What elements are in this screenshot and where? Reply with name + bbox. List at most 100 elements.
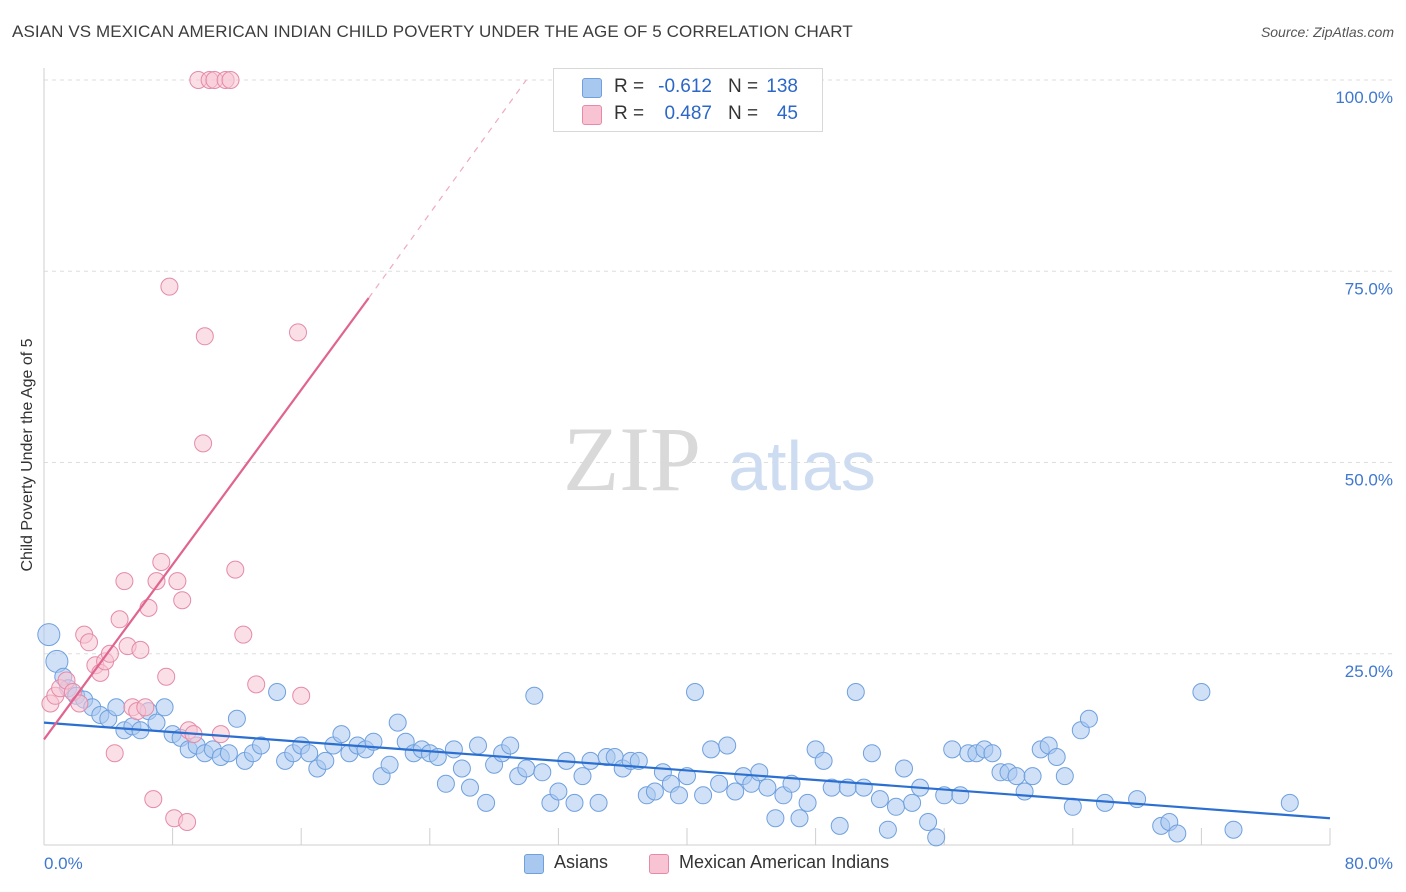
y-axis-title: Child Poverty Under the Age of 5 [19, 338, 36, 572]
asian-point [903, 793, 922, 812]
legend-n-label: N = [728, 76, 759, 97]
asian-point [862, 744, 881, 763]
asian-point [501, 736, 520, 755]
asian-point [525, 686, 544, 705]
y-tick-label: 100.0% [1335, 88, 1393, 107]
asian-point [710, 774, 729, 793]
mexican-american-indian-point [173, 591, 192, 610]
watermark: ZIP atlas [563, 408, 876, 510]
asian-point [444, 740, 463, 759]
asian-point [895, 759, 913, 778]
mexican-american-indian-point [147, 572, 166, 591]
asian-point [878, 820, 897, 839]
y-tick-label: 50.0% [1345, 471, 1393, 490]
asian-point [227, 709, 246, 728]
asian-point [927, 828, 946, 847]
asian-point [887, 797, 905, 816]
asian-point [268, 683, 287, 701]
asian-point [694, 786, 713, 805]
asian-point [645, 782, 664, 801]
asian-point [686, 683, 704, 701]
mexican-american-indian-point [80, 633, 98, 652]
mexican-american-indian-point [139, 598, 158, 617]
y-tick-label: 75.0% [1345, 279, 1393, 298]
legend-label-mexican-american-indians: Mexican American Indians [679, 852, 890, 872]
grid-layer [44, 79, 1392, 655]
series-legend: Asians Mexican American Indians [0, 852, 1406, 876]
asian-point [702, 740, 721, 759]
legend-n-value: 45 [776, 103, 798, 124]
asian-point [1015, 782, 1034, 801]
legend-swatch-mexican-american-indians [582, 105, 602, 125]
mexican-american-indian-point [152, 553, 171, 571]
asian-point [565, 793, 584, 812]
asian-point [718, 736, 737, 755]
source-label: Source: ZipAtlas.com [1260, 24, 1394, 40]
trend-layer [43, 79, 1331, 820]
mexican-american-indian-point [221, 71, 240, 89]
asian-point [517, 759, 536, 778]
asian-point [1192, 683, 1211, 701]
legend-r-label: R = [614, 103, 645, 124]
asian-point [943, 740, 962, 759]
asian-point [798, 793, 817, 812]
asian-point [316, 751, 335, 770]
legend-swatch-asians [582, 78, 602, 98]
asian-point [1047, 748, 1066, 766]
asian-point [983, 744, 1002, 763]
asian-point [870, 790, 889, 809]
asian-point [1007, 767, 1026, 786]
legend-n-value: 138 [766, 76, 798, 97]
legend-swatch-asians [524, 854, 544, 874]
chart-title: ASIAN VS MEXICAN AMERICAN INDIAN CHILD P… [12, 22, 853, 41]
mexican-american-indian-point [144, 790, 163, 809]
watermark-zip: ZIP [563, 408, 701, 510]
mexican-american-indian-point [131, 640, 150, 659]
mexican-american-indian-point [105, 744, 124, 763]
mexican-american-indian-point [110, 610, 129, 629]
correlation-legend: R = -0.612 N = 138 R = 0.487 N = 45 [553, 68, 823, 132]
mexican-american-indian-point [292, 686, 311, 705]
asian-point [1079, 709, 1098, 728]
mexican-american-indian-point [247, 675, 266, 694]
asian-point [854, 778, 873, 797]
asian-point [670, 786, 688, 805]
mexican-american-indian-point [178, 813, 197, 831]
asian-point [549, 782, 568, 801]
asian-point [1023, 767, 1042, 786]
y-tick-label: 25.0% [1345, 662, 1393, 681]
mexican-american-indian-point [195, 327, 214, 346]
asian-point [1168, 824, 1187, 843]
asian-point [1224, 820, 1243, 839]
mexican-american-indian-point [100, 644, 119, 663]
asian-point [533, 763, 552, 782]
asian-point [726, 782, 745, 801]
mexican-american-indian-trend-extension [368, 79, 527, 299]
asian-point [155, 698, 174, 717]
asian-point [252, 736, 270, 755]
asian-point [332, 725, 351, 744]
legend-r-label: R = [614, 76, 645, 97]
asian-point [758, 778, 777, 797]
asian-point [581, 751, 600, 770]
asian-point [219, 744, 238, 763]
asian-point [1280, 793, 1299, 812]
asian-point [766, 809, 785, 828]
legend-swatch-mexican-american-indians [649, 854, 669, 874]
asian-point [790, 809, 809, 828]
asian-point [388, 713, 407, 732]
asian-point [589, 793, 608, 812]
asian-point [147, 713, 166, 732]
asian-point [37, 623, 61, 647]
asian-point [477, 793, 496, 812]
mexican-american-indian-point [289, 323, 307, 342]
points-layer [37, 71, 1299, 847]
asian-point [830, 816, 849, 835]
asian-point [919, 813, 938, 831]
asian-point [452, 759, 471, 778]
legend-r-value: 0.487 [664, 103, 712, 124]
legend-n-label: N = [728, 103, 759, 124]
mexican-american-indian-point [136, 698, 155, 717]
asian-point [380, 755, 399, 774]
